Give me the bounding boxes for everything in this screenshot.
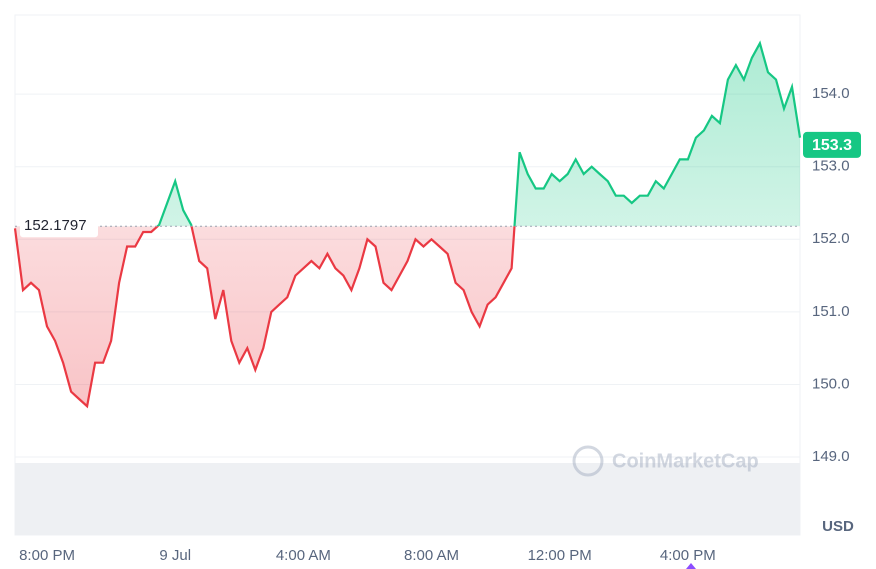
x-tick-label: 4:00 PM bbox=[660, 547, 716, 564]
area-down bbox=[15, 226, 800, 407]
y-tick-label: 151.0 bbox=[812, 303, 850, 320]
x-tick-label: 12:00 PM bbox=[528, 547, 592, 564]
y-tick-label: 149.0 bbox=[812, 448, 850, 465]
x-tick-label: 4:00 AM bbox=[276, 547, 331, 564]
y-tick-label: 153.0 bbox=[812, 158, 850, 175]
y-tick-label: 150.0 bbox=[812, 375, 850, 392]
marker bbox=[686, 563, 696, 569]
watermark-logo bbox=[572, 445, 604, 477]
baseline-box bbox=[20, 215, 98, 238]
y-tick-label: 154.0 bbox=[812, 85, 850, 102]
volume-band bbox=[15, 463, 800, 535]
x-tick-label: 8:00 PM bbox=[19, 547, 75, 564]
y-tick-label: 152.0 bbox=[812, 230, 850, 247]
price-tag bbox=[803, 131, 861, 158]
price-line-down bbox=[13, 226, 516, 409]
watermark-text: CoinMarketCap bbox=[612, 450, 759, 472]
x-tick-label: 8:00 AM bbox=[404, 547, 459, 564]
unit-label: USD bbox=[822, 518, 854, 535]
price-label: 153.3 bbox=[812, 137, 852, 154]
baseline-label: 152.1797 bbox=[24, 217, 87, 234]
watermark: CoinMarketCap bbox=[572, 445, 759, 477]
x-tick-label: 9 Jul bbox=[159, 547, 191, 564]
area-up bbox=[157, 43, 800, 227]
price-line-up bbox=[155, 40, 802, 227]
